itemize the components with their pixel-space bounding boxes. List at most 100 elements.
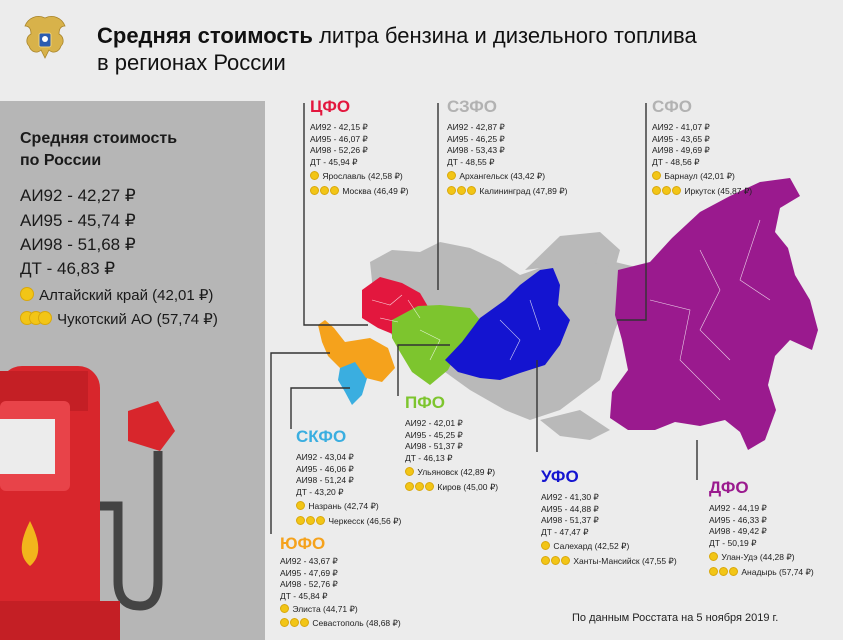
dfo-ai98: АИ98 - 49,42 ₽ xyxy=(709,526,767,536)
cfo-ai92: АИ92 - 42,15 ₽ xyxy=(310,122,368,132)
ufo-pricey-label: Ханты-Мансийск (47,55 ₽) xyxy=(573,555,677,566)
russia-summary-panel: Средняя стоимость по России АИ92 - 42,27… xyxy=(0,101,265,640)
connector-skfo xyxy=(290,387,350,429)
szfo-ai95: АИ95 - 46,25 ₽ xyxy=(447,133,505,144)
coin-icon xyxy=(541,541,550,550)
sfo-pricey-label: Иркутск (45,87 ₽) xyxy=(684,185,753,196)
coin-icon xyxy=(20,287,34,301)
coin-icon xyxy=(652,185,661,195)
coin-icon xyxy=(652,171,661,180)
title-bold: Средняя стоимость xyxy=(97,23,313,48)
skfo-pricey: Черкесск (46,56 ₽) xyxy=(296,515,401,528)
coin-icon xyxy=(320,185,329,195)
coin-icon xyxy=(662,185,671,195)
russia-priciest: Чукотский АО (57,74 ₽) xyxy=(20,310,218,328)
source-footnote: По данным Росстата на 5 ноября 2019 г. xyxy=(572,612,779,624)
coin-icon xyxy=(296,501,305,510)
szfo-cheap-label: Архангельск (43,42 ₽) xyxy=(459,171,546,181)
russia-ai92: АИ92 - 42,27 ₽ xyxy=(20,186,136,205)
coin-icon xyxy=(330,185,339,195)
russia-cheapest: Алтайский край (42,01 ₽) xyxy=(20,286,213,304)
district-szfo: СЗФО АИ92 - 42,87 ₽ АИ95 - 46,25 ₽ АИ98 … xyxy=(447,96,567,197)
ufo-cheap: Салехард (42,52 ₽) xyxy=(541,541,677,553)
pfo-ai98: АИ98 - 51,37 ₽ xyxy=(405,441,463,451)
title-line2: в регионах России xyxy=(97,50,286,75)
russia-cheapest-label: Алтайский край (42,01 ₽) xyxy=(39,287,214,304)
yufo-ai92: АИ92 - 43,67 ₽ xyxy=(280,556,338,566)
coin-icon xyxy=(709,566,718,576)
dfo-ai95: АИ95 - 46,33 ₽ xyxy=(709,514,767,525)
coin-icon xyxy=(290,617,299,627)
coin-icon xyxy=(310,185,319,195)
skfo-cheap-label: Назрань (42,74 ₽) xyxy=(308,501,379,511)
summary-header-line2: по России xyxy=(20,152,102,169)
coin-icon xyxy=(561,555,570,565)
coin-icon xyxy=(709,552,718,561)
pfo-ai92: АИ92 - 42,01 ₽ xyxy=(405,418,463,428)
coin-icon xyxy=(447,185,456,195)
szfo-pricey: Калининград (47,89 ₽) xyxy=(447,185,567,198)
coin-icon xyxy=(405,481,414,491)
sfo-cheap: Барнаул (42,01 ₽) xyxy=(652,171,752,183)
coin-icon xyxy=(425,481,434,491)
region-dfo xyxy=(610,178,818,450)
pfo-cheap-label: Ульяновск (42,89 ₽) xyxy=(417,467,496,477)
pfo-pricey: Киров (45,00 ₽) xyxy=(405,481,498,494)
summary-header-line1: Средняя стоимость xyxy=(20,130,178,147)
cfo-pricey-label: Москва (46,49 ₽) xyxy=(342,185,409,196)
yufo-pricey: Севастополь (48,68 ₽) xyxy=(280,617,401,630)
szfo-dt: ДТ - 48,55 ₽ xyxy=(447,156,495,167)
pfo-dt: ДТ - 46,13 ₽ xyxy=(405,452,453,463)
coin-icon xyxy=(316,515,325,525)
coin-icon xyxy=(719,566,728,576)
dfo-cheap: Улан-Удэ (44,28 ₽) xyxy=(709,552,814,564)
yufo-ai98: АИ98 - 52,76 ₽ xyxy=(280,579,338,589)
district-skfo-name: СКФО xyxy=(296,427,347,446)
yufo-ai95: АИ95 - 47,69 ₽ xyxy=(280,567,338,578)
coin-icon xyxy=(300,617,309,627)
region-skfo xyxy=(338,360,368,405)
district-sfo-name: СФО xyxy=(652,97,693,116)
yufo-cheap: Элиста (44,71 ₽) xyxy=(280,604,401,616)
coin-icon xyxy=(306,515,315,525)
coin-icon xyxy=(447,171,456,180)
russia-ai95: АИ95 - 45,74 ₽ xyxy=(20,211,136,230)
ufo-cheap-label: Салехард (42,52 ₽) xyxy=(553,541,630,551)
yufo-dt: ДТ - 45,84 ₽ xyxy=(280,590,328,601)
russia-ai98: АИ98 - 51,68 ₽ xyxy=(20,235,136,254)
ufo-dt: ДТ - 47,47 ₽ xyxy=(541,526,589,537)
coin-icon xyxy=(280,617,289,627)
district-skfo: СКФО АИ92 - 43,04 ₽ АИ95 - 46,06 ₽ АИ98 … xyxy=(296,426,401,527)
dfo-pricey: Анадырь (57,74 ₽) xyxy=(709,566,814,579)
cfo-ai98: АИ98 - 52,26 ₽ xyxy=(310,145,368,155)
district-sfo: СФО АИ92 - 41,07 ₽ АИ95 - 43,65 ₽ АИ98 -… xyxy=(652,96,752,197)
district-dfo-name: ДФО xyxy=(709,478,749,497)
yufo-cheap-label: Элиста (44,71 ₽) xyxy=(292,604,358,614)
page-title: Средняя стоимость литра бензина и дизель… xyxy=(97,22,697,76)
title-rest: литра бензина и дизельного топлива xyxy=(312,23,697,48)
skfo-cheap: Назрань (42,74 ₽) xyxy=(296,501,401,513)
region-cfo xyxy=(362,277,430,335)
sfo-ai92: АИ92 - 41,07 ₽ xyxy=(652,122,710,132)
district-ufo: УФО АИ92 - 41,30 ₽ АИ95 - 44,88 ₽ АИ98 -… xyxy=(541,466,677,567)
coin-icon xyxy=(551,555,560,565)
coin-icon xyxy=(457,185,466,195)
pfo-ai95: АИ95 - 45,25 ₽ xyxy=(405,429,463,440)
sfo-pricey: Иркутск (45,87 ₽) xyxy=(652,185,753,198)
szfo-cheap: Архангельск (43,42 ₽) xyxy=(447,171,567,183)
district-pfo-name: ПФО xyxy=(405,393,445,412)
fuel-pump-icon xyxy=(0,366,175,640)
skfo-dt: ДТ - 43,20 ₽ xyxy=(296,486,344,497)
ufo-pricey: Ханты-Мансийск (47,55 ₽) xyxy=(541,555,677,568)
ufo-ai98: АИ98 - 51,37 ₽ xyxy=(541,515,599,525)
coin-icon xyxy=(405,467,414,476)
summary-header: Средняя стоимость по России xyxy=(20,128,177,172)
district-pfo: ПФО АИ92 - 42,01 ₽ АИ95 - 45,25 ₽ АИ98 -… xyxy=(405,392,498,493)
coin-icon xyxy=(296,515,305,525)
connector-sfo xyxy=(617,103,647,321)
cfo-ai95: АИ95 - 46,07 ₽ xyxy=(310,133,368,144)
region-pfo xyxy=(392,305,480,385)
coin-icon xyxy=(541,555,550,565)
coin-icon xyxy=(672,185,681,195)
district-yufo-name: ЮФО xyxy=(280,534,326,553)
